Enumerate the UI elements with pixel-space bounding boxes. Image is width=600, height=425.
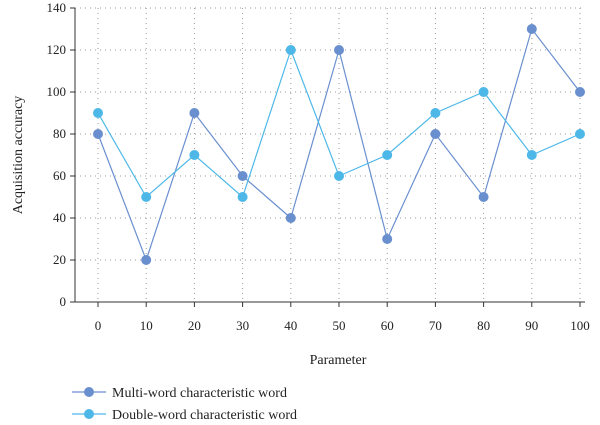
y-tick-label: 20 <box>53 252 66 267</box>
x-tick-label: 10 <box>140 318 153 333</box>
data-point-series-1 <box>141 255 152 265</box>
y-tick-label: 60 <box>53 168 66 183</box>
data-point-series-2 <box>93 108 103 118</box>
grid <box>75 7 585 302</box>
data-point-series-2 <box>285 45 296 55</box>
data-point-series-2 <box>478 87 489 97</box>
x-tick-label: 50 <box>333 318 346 333</box>
y-tick-label: 140 <box>47 0 67 15</box>
data-point-series-1 <box>430 129 441 139</box>
legend: Multi-word characteristic word Double-wor… <box>72 386 297 423</box>
data-point-series-2 <box>334 171 344 181</box>
data-point-series-1 <box>575 87 585 97</box>
data-point-series-1 <box>526 24 537 34</box>
data-point-series-1 <box>382 234 393 244</box>
data-point-series-2 <box>526 150 537 160</box>
data-point-series-2 <box>189 150 200 160</box>
data-point-series-2 <box>430 108 441 118</box>
y-tick-label: 100 <box>47 84 67 99</box>
y-tick-label: 40 <box>53 210 66 225</box>
data-point-series-1 <box>285 213 296 223</box>
y-axis-title: Acquisition accuracy <box>11 96 26 215</box>
data-point-series-1 <box>189 108 200 118</box>
legend-label-2: Double-word characteristic word <box>112 408 297 423</box>
x-tick-label: 80 <box>477 318 490 333</box>
data-point-series-1 <box>478 192 489 202</box>
x-tick-label: 20 <box>188 318 201 333</box>
x-tick-label: 70 <box>429 318 442 333</box>
series-points <box>93 24 585 265</box>
x-tick-label: 100 <box>570 318 590 333</box>
y-tick-label: 80 <box>53 126 66 141</box>
data-point-series-2 <box>237 192 248 202</box>
x-tick-label: 40 <box>284 318 297 333</box>
x-tick-label: 30 <box>236 318 249 333</box>
x-axis-title: Parameter <box>310 353 367 368</box>
x-tick-label: 60 <box>381 318 394 333</box>
tick-labels: 0 20 40 60 80 100 120 140 0 10 20 30 40 50 60 70 80 90 100 <box>47 0 590 333</box>
data-point-series-1 <box>237 171 248 181</box>
data-point-series-2 <box>382 150 393 160</box>
y-tick-label: 120 <box>47 42 67 57</box>
legend-label-1: Multi-word characteristic word <box>112 386 287 401</box>
data-point-series-2 <box>575 129 585 139</box>
y-tick-label: 0 <box>60 294 67 309</box>
data-point-series-1 <box>334 45 344 55</box>
axes <box>70 7 585 307</box>
data-point-series-1 <box>93 129 103 139</box>
x-tick-label: 90 <box>525 318 538 333</box>
x-tick-label: 0 <box>95 318 102 333</box>
legend-marker-1 <box>84 387 94 397</box>
data-point-series-2 <box>141 192 152 202</box>
legend-marker-2 <box>84 409 94 419</box>
